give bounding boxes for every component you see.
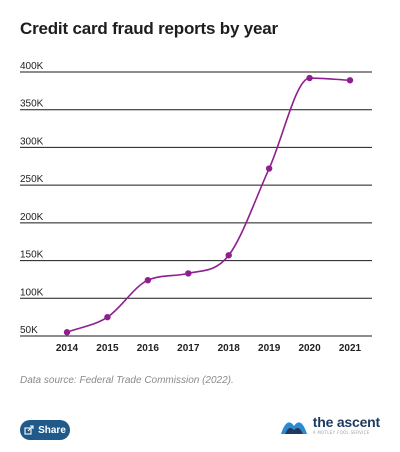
data-point-2019[interactable] xyxy=(265,165,273,172)
ascent-logo-icon xyxy=(279,414,309,436)
x-axis-ticks: 2014 2015 2016 2017 2018 2019 2020 2021 xyxy=(56,343,362,354)
y-tick-label: 50K xyxy=(20,325,38,336)
y-tick-label: 400K xyxy=(20,61,44,72)
x-tick-label: 2019 xyxy=(258,343,281,354)
data-series xyxy=(63,74,354,336)
share-label: Share xyxy=(38,424,66,436)
share-icon xyxy=(24,425,34,435)
x-tick-label: 2014 xyxy=(56,343,79,354)
x-tick-label: 2020 xyxy=(298,343,321,354)
y-tick-label: 350K xyxy=(20,99,44,110)
x-tick-label: 2021 xyxy=(339,343,362,354)
x-tick-label: 2016 xyxy=(137,343,160,354)
x-tick-label: 2018 xyxy=(218,343,241,354)
y-tick-label: 100K xyxy=(20,287,44,298)
brand-logo-block: the ascent A MOTLEY FOOL SERVICE xyxy=(279,414,380,436)
x-tick-label: 2017 xyxy=(177,343,200,354)
data-point-2016[interactable] xyxy=(144,276,152,284)
y-tick-label: 150K xyxy=(20,250,44,261)
y-tick-label: 250K xyxy=(20,174,44,185)
data-point-2021[interactable] xyxy=(346,77,354,84)
chart-title: Credit card fraud reports by year xyxy=(20,19,278,38)
y-tick-label: 200K xyxy=(20,212,44,223)
data-point-2014[interactable] xyxy=(63,329,71,336)
series-line xyxy=(66,77,351,333)
y-tick-label: 300K xyxy=(20,136,44,147)
x-tick-label: 2015 xyxy=(96,343,119,354)
data-point-2017[interactable] xyxy=(185,270,192,277)
brand-tagline: A MOTLEY FOOL SERVICE xyxy=(312,430,370,435)
brand-name: the ascent xyxy=(312,414,380,430)
data-point-2015[interactable] xyxy=(104,313,111,321)
y-axis-ticks: 400K 350K 300K 250K 200K 150K 100K 50K xyxy=(20,61,44,336)
gridlines xyxy=(20,71,372,337)
data-point-2018[interactable] xyxy=(225,252,232,259)
data-point-2020[interactable] xyxy=(306,74,313,82)
share-button[interactable]: Share xyxy=(20,420,70,440)
data-source-note: Data source: Federal Trade Commission (2… xyxy=(20,375,234,386)
